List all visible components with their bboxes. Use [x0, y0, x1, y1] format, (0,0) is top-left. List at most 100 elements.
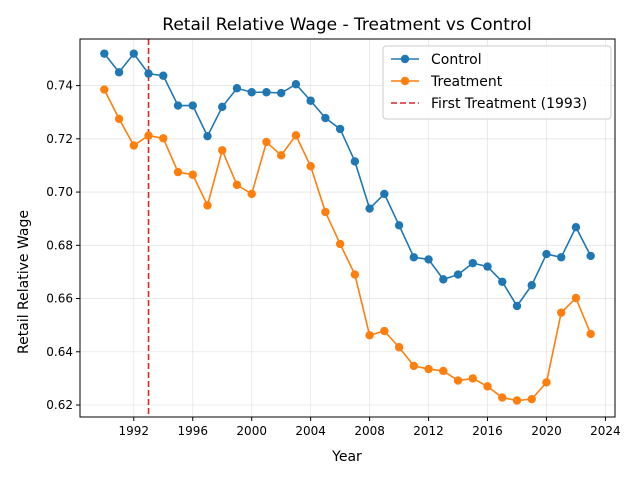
data-point-control — [247, 88, 256, 97]
data-point-control — [129, 49, 138, 58]
data-point-treatment — [291, 131, 301, 140]
data-point-treatment — [380, 326, 389, 336]
x-tick-label: 1992 — [119, 424, 150, 438]
data-point-treatment — [276, 151, 286, 160]
data-point-control — [542, 249, 551, 259]
x-tick-label: 2000 — [236, 424, 267, 438]
legend: Control Treatment First Treatment (1993) — [382, 45, 612, 120]
data-point-control — [483, 262, 492, 271]
data-point-treatment — [571, 293, 581, 303]
data-point-control — [114, 68, 124, 77]
legend-label: Control — [431, 52, 482, 68]
x-tick-label: 2020 — [531, 424, 562, 438]
chart-title: Retail Relative Wage - Treatment vs Cont… — [162, 15, 531, 35]
legend-label: First Treatment (1993) — [431, 96, 587, 112]
y-tick-label: 0.70 — [46, 185, 73, 199]
x-axis: 1992 1996 2000 2004 2008 2012 2016 2020 2024 — [119, 417, 621, 438]
y-tick-label: 0.68 — [46, 238, 73, 252]
y-tick-label: 0.66 — [46, 292, 73, 306]
data-point-control — [468, 258, 477, 268]
plot-frame — [79, 38, 616, 418]
series-line-treatment — [103, 89, 592, 402]
data-point-control — [188, 101, 197, 110]
data-point-treatment — [188, 170, 197, 179]
data-point-treatment — [335, 239, 345, 249]
y-axis-label: Retail Relative Wage — [16, 210, 32, 354]
data-point-control — [291, 80, 301, 89]
data-point-control — [203, 131, 212, 141]
data-point-control — [100, 49, 109, 58]
legend-marker — [400, 76, 410, 86]
data-point-control — [159, 71, 168, 80]
data-point-treatment — [247, 189, 256, 199]
data-point-treatment — [542, 378, 551, 387]
series-control — [100, 49, 595, 311]
data-point-control — [144, 69, 153, 78]
y-tick-label: 0.64 — [46, 345, 73, 359]
data-point-treatment — [129, 141, 138, 150]
data-point-control — [276, 88, 286, 98]
data-point-treatment — [144, 131, 153, 140]
data-point-treatment — [527, 394, 536, 404]
data-point-control — [453, 270, 463, 279]
data-point-control — [218, 102, 227, 112]
data-point-treatment — [557, 308, 566, 317]
data-point-treatment — [232, 180, 242, 190]
data-point-treatment — [365, 331, 374, 340]
x-tick-label: 2024 — [590, 424, 621, 438]
data-point-control — [557, 253, 566, 262]
y-tick-label: 0.62 — [46, 398, 73, 412]
data-point-control — [321, 113, 330, 123]
series-line-control — [103, 52, 592, 308]
data-point-treatment — [409, 361, 419, 371]
data-point-control — [380, 189, 389, 199]
data-point-control — [409, 253, 419, 262]
data-point-control — [512, 301, 522, 311]
y-axis: 0.62 0.64 0.66 0.68 0.70 0.72 0.74 — [46, 79, 80, 412]
data-point-treatment — [424, 364, 433, 374]
x-axis-label: Year — [331, 449, 362, 465]
data-point-treatment — [498, 393, 507, 402]
data-point-control — [262, 88, 271, 97]
y-tick-label: 0.74 — [46, 79, 73, 93]
data-point-treatment — [350, 270, 360, 279]
data-point-treatment — [586, 329, 595, 339]
data-point-treatment — [114, 114, 124, 124]
x-tick-label: 2004 — [295, 424, 326, 438]
data-point-treatment — [262, 137, 271, 147]
data-point-control — [306, 96, 315, 105]
data-point-control — [439, 275, 448, 284]
data-point-treatment — [203, 201, 212, 210]
x-tick-label: 2016 — [472, 424, 503, 438]
data-point-treatment — [453, 376, 463, 385]
data-point-treatment — [468, 374, 477, 383]
data-point-treatment — [512, 396, 522, 405]
data-point-treatment — [306, 162, 315, 171]
series-group — [100, 49, 595, 405]
data-point-control — [394, 221, 404, 230]
data-point-control — [586, 251, 595, 261]
data-point-control — [173, 101, 183, 110]
data-point-control — [335, 124, 345, 134]
data-point-control — [365, 204, 374, 213]
data-point-treatment — [439, 366, 448, 376]
legend-marker — [400, 54, 410, 64]
data-point-control — [527, 281, 536, 290]
data-point-control — [232, 84, 242, 93]
x-tick-label: 2008 — [354, 424, 385, 438]
legend-box — [382, 45, 612, 120]
data-point-treatment — [159, 134, 168, 143]
data-point-control — [498, 277, 507, 286]
legend-label: Treatment — [430, 74, 503, 90]
x-tick-label: 1996 — [177, 424, 208, 438]
y-tick-label: 0.72 — [46, 132, 73, 146]
x-tick-label: 2012 — [413, 424, 444, 438]
data-point-treatment — [321, 207, 330, 217]
data-point-control — [350, 157, 360, 166]
series-treatment — [100, 85, 595, 405]
data-point-control — [424, 255, 433, 264]
data-point-treatment — [173, 167, 183, 177]
data-point-treatment — [483, 382, 492, 391]
data-point-control — [571, 223, 581, 232]
